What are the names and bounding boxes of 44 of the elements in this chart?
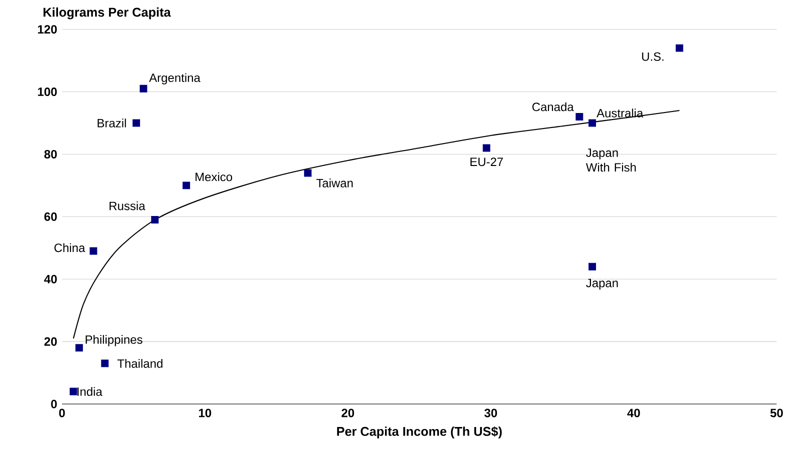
- point: [75, 344, 83, 352]
- annotation: Russia: [110, 201, 146, 210]
- annotation: Brazil: [98, 118, 126, 128]
- annotation: EU-27: [470, 158, 503, 166]
- annotation: U.S.: [642, 52, 664, 61]
- point: [588, 119, 596, 127]
- point: [576, 113, 584, 120]
- point: [588, 262, 596, 270]
- annotation: Japan: [586, 278, 618, 290]
- annotation: Mexico: [196, 172, 232, 182]
- y-tick-label: 120: [38, 25, 57, 34]
- x-axis-title: Per Capita Income (Th US$): [337, 426, 502, 438]
- y-tick-label: 60: [44, 212, 57, 221]
- annotation: Taiwan: [316, 178, 353, 188]
- point: [151, 216, 159, 224]
- annotation: India: [77, 387, 102, 396]
- y-tick-label: 80: [44, 150, 57, 158]
- point: [101, 360, 109, 368]
- x-tick-label: 0: [59, 408, 65, 418]
- point: [304, 169, 312, 177]
- point: [482, 144, 490, 152]
- point: [676, 44, 684, 52]
- x-tick-label: 50: [770, 408, 783, 418]
- y-tick-label: 20: [44, 337, 57, 346]
- annotation: Philippines: [86, 335, 142, 346]
- y-tick-label: 40: [44, 274, 57, 284]
- chart-title: Kilograms Per Capita: [44, 7, 171, 20]
- point: [90, 247, 98, 255]
- x-tick-label: 10: [199, 408, 212, 418]
- point: [132, 119, 140, 127]
- annotation: China: [54, 243, 86, 252]
- annotation: Argentina: [149, 73, 200, 84]
- annotation: Thailand: [117, 359, 162, 368]
- annotation: Canada: [532, 102, 574, 112]
- x-tick-label: 30: [484, 408, 497, 418]
- x-tick-label: 40: [627, 408, 640, 418]
- y-tick-label: 0: [51, 400, 57, 408]
- annotation: Australia: [596, 108, 644, 118]
- point: [182, 182, 190, 190]
- point: [70, 388, 78, 396]
- point: [140, 84, 148, 92]
- x-tick-label: 20: [342, 408, 354, 418]
- y-tick-label: 100: [38, 88, 57, 96]
- annotation: Japan With Fish: [586, 148, 636, 172]
